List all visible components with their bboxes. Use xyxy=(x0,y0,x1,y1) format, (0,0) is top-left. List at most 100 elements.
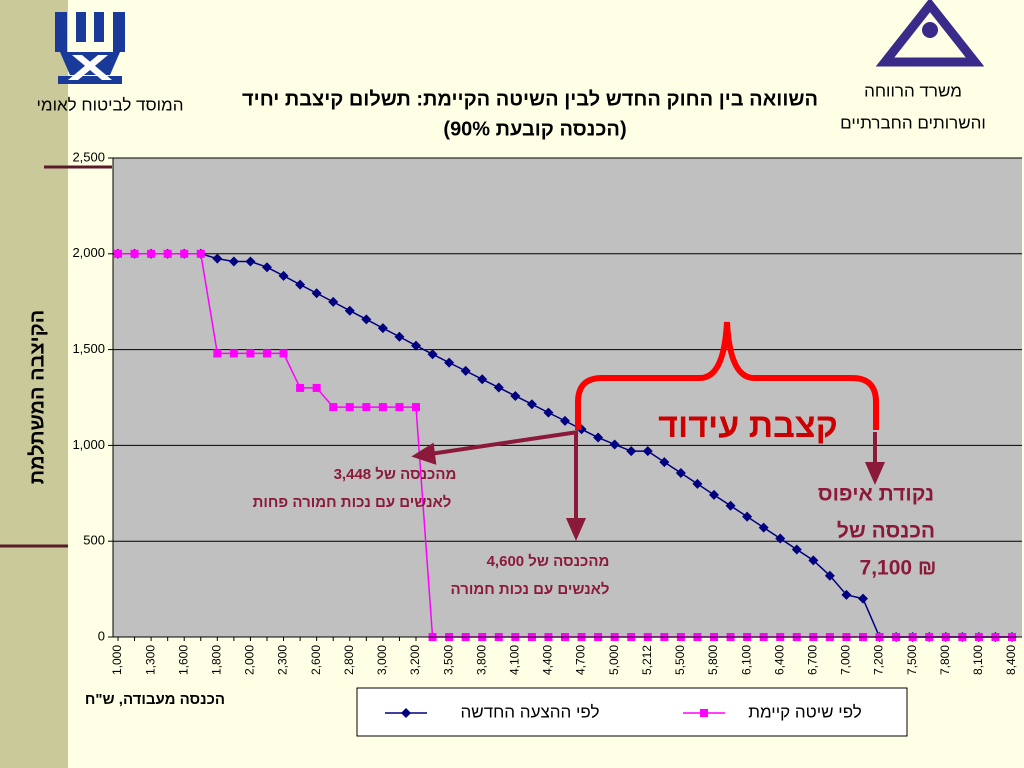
x-tick-label: 1,800 xyxy=(210,645,224,675)
x-tick-label: 3,500 xyxy=(441,645,455,675)
marker xyxy=(278,270,289,281)
x-tick-label: 2,800 xyxy=(342,645,356,675)
marker xyxy=(180,249,189,258)
marker xyxy=(493,382,504,393)
marker xyxy=(245,256,256,267)
marker xyxy=(526,399,537,410)
x-tick-label: 5,500 xyxy=(673,645,687,675)
arrows xyxy=(411,430,886,541)
marker xyxy=(808,555,819,566)
annotation: קצבת עידוד xyxy=(658,407,838,445)
marker xyxy=(675,467,686,478)
marker xyxy=(758,522,769,533)
marker xyxy=(345,403,354,412)
y-tick-label: 1,500 xyxy=(72,341,105,356)
x-tick-label: 7,500 xyxy=(905,645,919,675)
marker xyxy=(328,296,339,307)
x-tick-label: 6,700 xyxy=(806,645,820,675)
marker xyxy=(692,478,703,489)
right-org: והשרותים החברתיים xyxy=(840,113,986,132)
right-logo xyxy=(875,0,985,67)
x-tick-label: 8,400 xyxy=(1004,645,1018,675)
marker xyxy=(394,331,405,342)
y-tick-label: 2,000 xyxy=(72,245,105,260)
brace xyxy=(575,321,879,430)
marker xyxy=(444,357,455,368)
x-tick-label: 3,000 xyxy=(375,645,389,675)
annotation: 7,100 ₪ xyxy=(860,557,937,580)
x-tick-label: 5,000 xyxy=(607,645,621,675)
marker xyxy=(560,415,570,426)
marker xyxy=(395,403,404,412)
marker xyxy=(609,439,620,450)
x-tick-label: 2,000 xyxy=(243,645,257,675)
x-tick-label: 5,212 xyxy=(640,645,654,675)
marker xyxy=(212,253,223,264)
marker xyxy=(163,249,172,258)
marker xyxy=(593,432,604,443)
y-tick-label: 500 xyxy=(83,533,105,548)
marker xyxy=(114,249,122,258)
legend-items: לפי ההצעה החדשה לפי שיטה קיימת xyxy=(385,702,862,721)
x-tick-label: 2,600 xyxy=(309,645,323,675)
marker xyxy=(543,407,554,418)
marker xyxy=(659,457,670,468)
marker xyxy=(262,262,272,273)
marker xyxy=(296,383,305,392)
x-tick-label: 8,100 xyxy=(971,645,985,675)
x-tick-label: 1,600 xyxy=(176,645,190,675)
right-org: משרד הרווחה xyxy=(864,81,962,100)
marker xyxy=(362,403,371,412)
marker xyxy=(858,593,868,604)
marker xyxy=(642,446,653,457)
x-tick-label: 4,100 xyxy=(508,645,522,675)
marker xyxy=(229,349,238,358)
x-tick-label: 3,800 xyxy=(474,645,488,675)
x-tick-label: 7,200 xyxy=(872,645,886,675)
marker xyxy=(791,544,802,555)
x-tick-label: 4,700 xyxy=(574,645,588,675)
x-tick-label: 7,000 xyxy=(839,645,853,675)
marker xyxy=(742,511,753,522)
marker xyxy=(401,708,411,718)
marker xyxy=(824,570,835,581)
legend xyxy=(356,687,908,737)
legend-label: לפי שיטה קיימת xyxy=(748,702,862,721)
annotation: נקודת איפוס xyxy=(818,483,934,506)
annotation: מהכנסה של 4,600 xyxy=(487,553,610,570)
marker xyxy=(700,709,708,717)
y-tick-label: 1,000 xyxy=(72,437,105,452)
x-tick-label: 3,200 xyxy=(408,645,422,675)
marker xyxy=(460,365,471,376)
marker xyxy=(510,390,521,401)
marker xyxy=(412,403,420,412)
left-logo xyxy=(55,12,125,84)
marker xyxy=(311,288,322,299)
chart-title: השוואה בין החוק החדש לבין השיטה הקיימת: … xyxy=(242,88,818,110)
x-tick-label: 5,800 xyxy=(706,645,720,675)
x-tick-label: 4,400 xyxy=(541,645,555,675)
x-tick-label: 6,400 xyxy=(772,645,786,675)
annotation: לאנשים עם נכות חמורה xyxy=(451,581,610,598)
annotation: הכנסה של xyxy=(837,520,935,543)
legend-label: לפי ההצעה החדשה xyxy=(461,702,600,721)
marker xyxy=(344,305,355,316)
marker xyxy=(477,374,488,385)
x-tick-label: 7,800 xyxy=(938,645,952,675)
marker xyxy=(279,349,288,358)
marker xyxy=(130,249,139,258)
marker xyxy=(246,349,255,358)
marker xyxy=(263,349,271,358)
marker xyxy=(196,249,205,258)
x-tick-label: 2,300 xyxy=(276,645,290,675)
marker xyxy=(427,349,438,360)
marker xyxy=(841,589,852,600)
marker xyxy=(147,249,156,258)
x-tick-label: 1,300 xyxy=(143,645,157,675)
x-tick-label: 1,000 xyxy=(110,645,124,675)
marker xyxy=(329,403,338,412)
marker xyxy=(213,349,222,358)
marker xyxy=(709,489,719,500)
marker xyxy=(295,279,306,290)
marker xyxy=(378,403,387,412)
